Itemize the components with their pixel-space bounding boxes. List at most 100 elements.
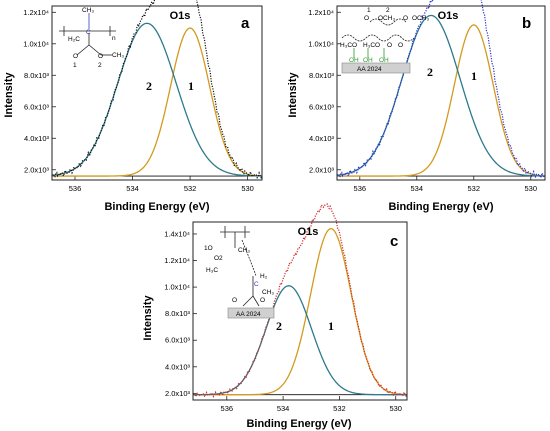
- structure-label-o3-b: O: [387, 42, 392, 49]
- structure-label-2-b: 2: [386, 7, 390, 14]
- panel-letter-b: b: [522, 15, 531, 32]
- x-tick-label: 532: [184, 184, 197, 193]
- y-tick-label: 2.0x10³: [165, 389, 191, 398]
- experimental-envelope: [192, 203, 408, 399]
- structure-label-n: n: [112, 35, 116, 42]
- structure-label-h2-c: H₂: [260, 273, 268, 280]
- x-tick-label: 534: [411, 184, 424, 193]
- panel-b: Intensity 1.2x10⁴ 1.0x10⁴ 8.0x10³ 6.0x10³ 4.…: [287, 0, 546, 213]
- y-tick-label: 8.0x10³: [165, 309, 191, 318]
- chemical-structure-labels-a: n C H₂C CH₃ O O CH₃ 1 2: [68, 7, 124, 69]
- y-axis-title-b: Intensity: [287, 72, 299, 118]
- x-tick-label: 530: [389, 404, 402, 413]
- panel-a: Intensity 1.2x10⁴ 1.0x10⁴ 8.0x10³ 6.0x10³ 4.…: [3, 0, 263, 213]
- curves-a: [51, 0, 263, 179]
- structure-label-1-b: 1: [367, 7, 371, 14]
- chemical-structure-b: [341, 18, 415, 58]
- structure-label-2: 2: [98, 62, 102, 69]
- panel-letter-a: a: [241, 15, 250, 32]
- structure-label-o2-c: O2: [214, 255, 223, 262]
- substrate-box-b: [341, 62, 411, 74]
- y-ticks-b: 1.2x10⁴ 1.0x10⁴ 8.0x10³ 6.0x10³ 4.0x10³ 2.0x1…: [308, 8, 341, 174]
- structure-label-ch3-ester: CH₃: [112, 52, 124, 59]
- structure-label-c-c: C: [254, 281, 259, 288]
- x-tick-label: 532: [468, 184, 481, 193]
- component-peak-1: [52, 27, 263, 177]
- y-tick-label: 1.2x10⁴: [164, 256, 190, 265]
- y-axis-title-c: Intensity: [142, 295, 154, 341]
- y-tick-label: 6.0x10³: [165, 336, 191, 345]
- structure-label-oh2-b: OH: [363, 57, 373, 64]
- structure-label-oh3-b: OH: [379, 57, 389, 64]
- peak-label-2-b: 2: [427, 65, 433, 79]
- y-tick-label: 4.0x10³: [165, 362, 191, 371]
- component-peak-1: [193, 227, 408, 396]
- structure-label-o1-c: O: [232, 297, 237, 304]
- y-tick-label: 2.0x10³: [24, 165, 50, 174]
- y-tick-label: 1.0x10⁴: [308, 39, 334, 48]
- structure-label-oh1-b: OH: [349, 57, 359, 64]
- structure-label-1: 1: [73, 62, 77, 69]
- structure-label-h3c-c: H₃C: [206, 267, 218, 274]
- y-tick-label: 4.0x10³: [309, 134, 335, 143]
- plot-frame-c: [192, 221, 408, 401]
- peak-label-1-a: 1: [188, 79, 194, 93]
- panel-c: Intensity 1.4x10⁴ 1.2x10⁴ 1.0x10⁴ 8.0x10³ 6.…: [142, 203, 408, 430]
- x-tick-label: 536: [354, 184, 367, 193]
- y-ticks-c: 1.4x10⁴ 1.2x10⁴ 1.0x10⁴ 8.0x10³ 6.0x10³ 4.0x1…: [164, 229, 197, 398]
- y-tick-label: 1.0x10⁴: [164, 283, 190, 292]
- structure-label-och3-2-b: OCH₃: [412, 15, 429, 22]
- y-tick-label: 6.0x10³: [309, 102, 335, 111]
- plot-frame-b: [336, 5, 546, 181]
- structure-label-ch3-top: CH₃: [82, 7, 94, 14]
- substrate-box-c: [227, 307, 275, 319]
- x-ticks-b: 536 534 532 530: [354, 176, 537, 193]
- structure-label-h3co-1-b: H₃CO: [340, 42, 357, 49]
- structure-label-o-ester: O: [98, 53, 103, 60]
- peak-labels-b: 2 1: [427, 65, 477, 83]
- structure-label-h3co-2-b: H₃CO: [363, 42, 380, 49]
- chemical-structure-a: [59, 13, 116, 56]
- y-tick-label: 2.0x10³: [309, 165, 335, 174]
- x-ticks-c: 536 534 532 530: [221, 396, 402, 413]
- substrate-label-b: AA 2024: [357, 66, 382, 73]
- chemical-structure-c: [220, 226, 260, 316]
- y-tick-label: 8.0x10³: [309, 71, 335, 80]
- y-tick-label: 1.2x10⁴: [308, 8, 334, 17]
- structure-label-o-carbonyl: O: [73, 53, 78, 60]
- x-ticks-a: 536 534 532 530: [69, 176, 254, 193]
- panel-title-b: O1s: [438, 10, 459, 22]
- substrate-label-c: AA 2024: [236, 311, 261, 318]
- panel-title-a: O1s: [170, 10, 191, 22]
- curves-c: [192, 203, 408, 399]
- x-tick-label: 534: [277, 404, 290, 413]
- experimental-envelope: [51, 0, 263, 179]
- structure-label-ch3-2-c: CH₃: [262, 289, 274, 296]
- experimental-envelope: [336, 0, 546, 179]
- x-tick-label: 530: [241, 184, 254, 193]
- component-peak-2: [336, 14, 546, 177]
- structure-label-1o-c: 1O: [204, 245, 213, 252]
- plot-frame-a: [51, 5, 263, 181]
- y-ticks-a: 1.2x10⁴ 1.0x10⁴ 8.0x10³ 6.0x10³ 4.0x10³ 2.0x1…: [23, 8, 56, 174]
- structure-label-o2-b: O: [403, 15, 408, 22]
- component-peak-2: [51, 22, 263, 177]
- y-tick-label: 1.2x10⁴: [23, 8, 49, 17]
- x-tick-label: 536: [69, 184, 82, 193]
- y-tick-label: 1.0x10⁴: [23, 39, 49, 48]
- y-tick-label: 8.0x10³: [24, 71, 50, 80]
- peak-label-2-c: 2: [276, 319, 282, 333]
- peak-label-2-a: 2: [146, 79, 152, 93]
- x-tick-label: 534: [126, 184, 139, 193]
- y-axis-title-a: Intensity: [3, 72, 15, 118]
- x-axis-title-a: Binding Energy (eV): [104, 201, 209, 213]
- peak-labels-a: 2 1: [146, 79, 194, 93]
- peak-label-1-b: 1: [471, 69, 477, 83]
- chemical-structure-labels-c: 1O O2 H₃C CH₃ H₂ C CH₃ O O AA 2024: [204, 245, 274, 318]
- y-tick-label: 6.0x10³: [24, 102, 50, 111]
- structure-label-o4-b: O: [398, 42, 403, 49]
- y-tick-label: 4.0x10³: [24, 134, 50, 143]
- structure-label-o1-b: O: [364, 15, 369, 22]
- x-tick-label: 532: [333, 404, 346, 413]
